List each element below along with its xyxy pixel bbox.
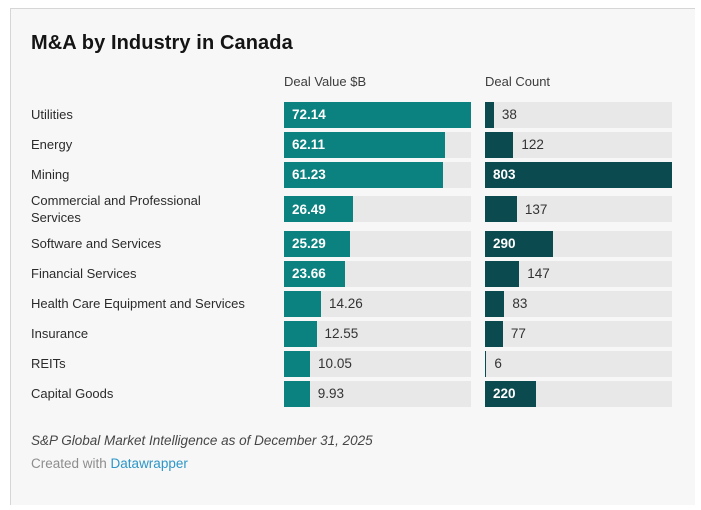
chart-row: Commercial and Professional Services 26.4…: [31, 192, 673, 227]
chart-title: M&A by Industry in Canada: [31, 32, 293, 54]
count-bar[interactable]: 220: [485, 380, 537, 407]
value-bar-track: 12.55: [284, 320, 471, 347]
count-bar-label: 77: [510, 326, 526, 342]
value-bar[interactable]: [284, 320, 317, 347]
value-bar-label: 62.11: [292, 137, 326, 153]
value-bar-label: 61.23: [292, 167, 326, 183]
value-bar[interactable]: [284, 290, 321, 317]
value-bar-label: 26.49: [292, 201, 326, 217]
count-bar-track: 83: [485, 290, 672, 317]
chart-footer: S&P Global Market Intelligence as of Dec…: [31, 432, 673, 471]
count-bar-track: 38: [485, 101, 672, 128]
datawrapper-link[interactable]: Datawrapper: [110, 455, 188, 471]
value-bar-track: 10.05: [284, 350, 471, 377]
value-bar[interactable]: 61.23: [284, 161, 443, 188]
row-label: Mining: [31, 167, 70, 183]
chart-row: Energy 62.11 122: [31, 131, 673, 158]
chart-row: Health Care Equipment and Services 14.26 8…: [31, 290, 673, 317]
value-bar-label: 72.14: [292, 107, 326, 123]
chart-row: Insurance 12.55 77: [31, 320, 673, 347]
count-bar-label: 290: [493, 236, 516, 252]
row-label: Health Care Equipment and Services: [31, 296, 245, 312]
source-note: S&P Global Market Intelligence as of Dec…: [31, 432, 373, 448]
value-bar[interactable]: [284, 380, 310, 407]
count-bar-track: 147: [485, 260, 672, 287]
chart-row: REITs 10.05 6: [31, 350, 673, 377]
column-header-row: Deal Value $B Deal Count: [31, 74, 673, 91]
count-bar-label: 38: [501, 107, 517, 123]
bar-rows: Utilities 72.14 38 Energy 62.11 122 Mining 61.2…: [31, 101, 673, 407]
count-bar-track: 122: [485, 131, 672, 158]
count-bar-label: 122: [521, 137, 544, 153]
count-bar[interactable]: [485, 131, 514, 158]
count-bar[interactable]: 803: [485, 161, 672, 188]
count-bar-label: 147: [527, 266, 550, 282]
count-bar-label: 220: [493, 386, 516, 402]
row-label: Insurance: [31, 326, 89, 342]
chart-panel: M&A by Industry in Canada Deal Value $B …: [10, 8, 695, 505]
count-bar-label: 83: [512, 296, 528, 312]
count-bar[interactable]: [485, 260, 520, 287]
count-bar-track: 803: [485, 161, 672, 188]
count-bar-track: 77: [485, 320, 672, 347]
value-bar-label: 14.26: [328, 296, 363, 312]
value-bar-track: 26.49: [284, 196, 471, 223]
value-bar[interactable]: 62.11: [284, 131, 445, 158]
count-bar-label: 6: [494, 356, 502, 372]
count-bar[interactable]: [485, 290, 505, 317]
count-bar-label: 803: [493, 167, 516, 183]
row-label: Software and Services: [31, 236, 162, 252]
count-bar-track: 290: [485, 230, 672, 257]
row-label: Energy: [31, 137, 73, 153]
count-bar-track: 220: [485, 380, 672, 407]
count-bar[interactable]: 290: [485, 230, 553, 257]
chart-row: Mining 61.23 803: [31, 161, 673, 188]
byline-prefix: Created with: [31, 455, 111, 471]
value-column-header: Deal Value $B: [284, 74, 367, 89]
count-column-header: Deal Count: [485, 74, 551, 89]
value-bar-track: 25.29: [284, 230, 471, 257]
count-bar-track: 6: [485, 350, 672, 377]
row-label: REITs: [31, 356, 66, 372]
row-label: Utilities: [31, 107, 73, 123]
value-bar[interactable]: 72.14: [284, 101, 471, 128]
count-bar[interactable]: [485, 350, 487, 377]
value-bar[interactable]: 23.66: [284, 260, 346, 287]
chart-row: Financial Services 23.66 147: [31, 260, 673, 287]
chart-row: Capital Goods 9.93 220: [31, 380, 673, 407]
value-bar[interactable]: 25.29: [284, 230, 350, 257]
value-bar-label: 9.93: [317, 386, 345, 402]
value-bar-track: 61.23: [284, 161, 471, 188]
value-bar[interactable]: 26.49: [284, 196, 353, 223]
row-label: Capital Goods: [31, 386, 114, 402]
row-label: Financial Services: [31, 266, 137, 282]
value-bar-track: 14.26: [284, 290, 471, 317]
value-bar-label: 12.55: [324, 326, 359, 342]
count-bar[interactable]: [485, 101, 494, 128]
row-label: Commercial and Professional Services: [31, 192, 201, 226]
byline: Created with Datawrapper: [31, 456, 673, 471]
chart-row: Software and Services 25.29 290: [31, 230, 673, 257]
value-bar-track: 23.66: [284, 260, 471, 287]
count-bar-track: 137: [485, 196, 672, 223]
value-bar[interactable]: [284, 350, 311, 377]
value-bar-label: 23.66: [292, 266, 326, 282]
value-bar-label: 25.29: [292, 236, 326, 252]
value-bar-track: 72.14: [284, 101, 471, 128]
value-bar-track: 62.11: [284, 131, 471, 158]
chart-row: Utilities 72.14 38: [31, 101, 673, 128]
value-bar-track: 9.93: [284, 380, 471, 407]
count-bar-label: 137: [524, 201, 548, 217]
count-bar[interactable]: [485, 196, 517, 223]
count-bar[interactable]: [485, 320, 503, 347]
value-bar-label: 10.05: [318, 356, 352, 372]
